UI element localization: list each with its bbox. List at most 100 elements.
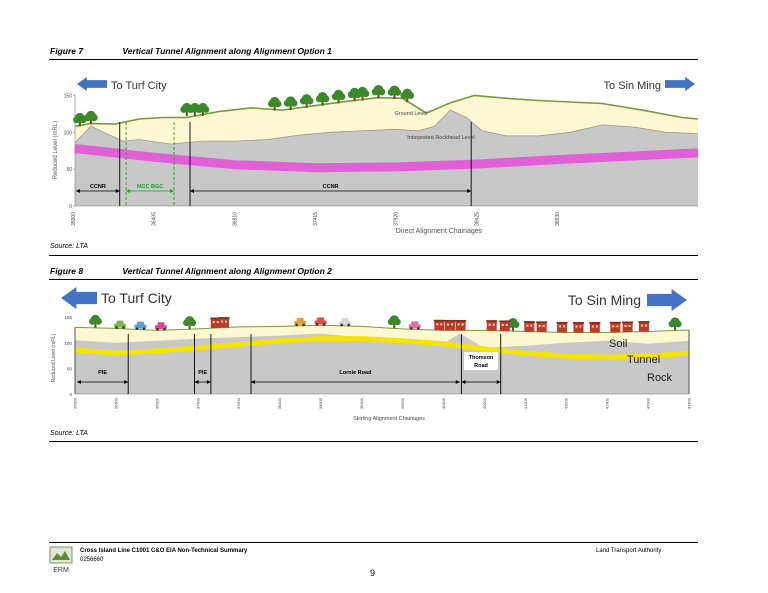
- building-window: [457, 323, 460, 326]
- dimension-arrowhead: [455, 380, 460, 384]
- tree-crown: [387, 318, 395, 326]
- tree-icon: [387, 315, 401, 329]
- dimension-arrowhead: [115, 189, 120, 193]
- x-tick-label: 37415: [313, 212, 319, 226]
- building-roof: [486, 320, 498, 322]
- building-icon: [638, 321, 650, 332]
- building-body: [638, 322, 649, 332]
- figure-7-chart: 0 50 100 150 35900 36405 36910 37415 37920 38425 3…: [53, 77, 698, 235]
- tree-trunk: [193, 110, 196, 117]
- building-window: [559, 325, 562, 328]
- tree-crown: [322, 95, 330, 103]
- figure-8-caption: Figure 8 Vertical Tunnel Alignment along…: [50, 266, 332, 276]
- tree-crown: [674, 320, 682, 328]
- building-window: [616, 325, 619, 328]
- car-roof: [317, 317, 325, 321]
- building-window: [530, 324, 533, 327]
- tree-icon: [183, 316, 197, 330]
- building-body: [589, 323, 600, 333]
- dimension-arrowhead: [190, 189, 195, 193]
- figure-8-source: Source: LTA: [50, 430, 88, 437]
- x-tick-label: 36910: [232, 212, 238, 226]
- segment-ccnr-2: CCNR: [190, 184, 472, 193]
- x-tick-label: 41400: [523, 397, 528, 409]
- segment-label-background: [464, 352, 499, 370]
- rock-label: Rock: [647, 372, 673, 384]
- tree-crown: [299, 97, 307, 105]
- building-window: [591, 325, 594, 328]
- building-roof: [638, 321, 650, 323]
- car-wheel: [315, 323, 319, 326]
- tree-icon: [196, 102, 210, 117]
- building-body: [444, 321, 455, 331]
- car-wheel: [135, 327, 139, 330]
- y-tick-label: 150: [64, 315, 72, 320]
- building-roof: [622, 321, 634, 324]
- building-body: [499, 321, 510, 331]
- x-tick-label: 35900: [73, 397, 78, 409]
- tree-crown: [290, 99, 298, 107]
- ground-level-line: [74, 324, 690, 333]
- car-wheel: [115, 326, 118, 329]
- building-body: [218, 318, 229, 328]
- building-window: [563, 325, 566, 328]
- y-tick-label: 100: [64, 130, 73, 136]
- dimension-arrowhead: [251, 380, 256, 384]
- y-tick-label: 100: [64, 341, 72, 346]
- figure-8-top-rule: [49, 279, 698, 280]
- car-roof: [296, 317, 304, 322]
- tree-trunk: [201, 110, 204, 117]
- tree-crown: [406, 92, 415, 100]
- x-tick-label: 36405: [152, 212, 158, 226]
- car-roof: [411, 321, 419, 325]
- tree-trunk: [393, 93, 396, 100]
- tree-trunk: [511, 325, 515, 332]
- building-roof: [523, 321, 535, 323]
- tree-icon: [299, 94, 314, 108]
- building-roof: [536, 321, 548, 324]
- car-icon: [294, 317, 307, 327]
- tree-crown: [73, 116, 81, 124]
- car-wheel: [295, 323, 298, 327]
- tree-crown: [338, 93, 346, 101]
- dimension-arrowhead: [77, 380, 81, 384]
- ground-level-label: Ground Level: [394, 111, 427, 117]
- tree-icon: [84, 110, 98, 125]
- tree-trunk: [674, 325, 677, 331]
- building-body: [434, 321, 445, 331]
- logo-text: ERM: [53, 567, 69, 574]
- page-number: 9: [370, 568, 376, 578]
- building-body: [573, 323, 584, 333]
- tree-crown: [88, 318, 96, 325]
- x-axis-label: Skirting Alignment Chainages: [353, 416, 425, 422]
- x-tick-label: 38930: [555, 212, 561, 226]
- dimension-arrowhead: [461, 380, 466, 384]
- tree-trunk: [188, 324, 191, 330]
- dimension-arrowhead: [124, 380, 129, 384]
- tree-icon: [315, 91, 330, 106]
- left-arrow-icon: [61, 287, 97, 309]
- x-tick-label: 36400: [113, 397, 118, 409]
- tree-crown: [189, 319, 197, 327]
- building-window: [640, 324, 643, 327]
- building-icon: [486, 320, 498, 331]
- tunnel-line: [74, 336, 690, 360]
- tree-trunk: [337, 97, 340, 104]
- car-wheel: [409, 327, 413, 330]
- building-icon: [523, 321, 535, 332]
- figure-8-chart: 0 50 100 150 35900 36400 36900 37400 37900 38400 3…: [49, 282, 698, 426]
- tree-crown: [283, 99, 291, 107]
- footer-rule: [49, 542, 698, 543]
- tree-trunk: [393, 323, 396, 329]
- tree-icon: [400, 88, 415, 103]
- tree-trunk: [185, 110, 188, 117]
- tree-trunk: [89, 119, 93, 125]
- dimension-arrowhead: [170, 189, 175, 193]
- tree-crown: [180, 106, 188, 113]
- figure-7-bottom-rule: [49, 255, 698, 256]
- tree-icon: [387, 85, 402, 100]
- x-tick-label: 37900: [236, 397, 241, 409]
- rockhead-level-label: Interpreted Rockhead Level: [407, 135, 475, 141]
- building-roof: [499, 320, 511, 323]
- building-window: [436, 323, 439, 326]
